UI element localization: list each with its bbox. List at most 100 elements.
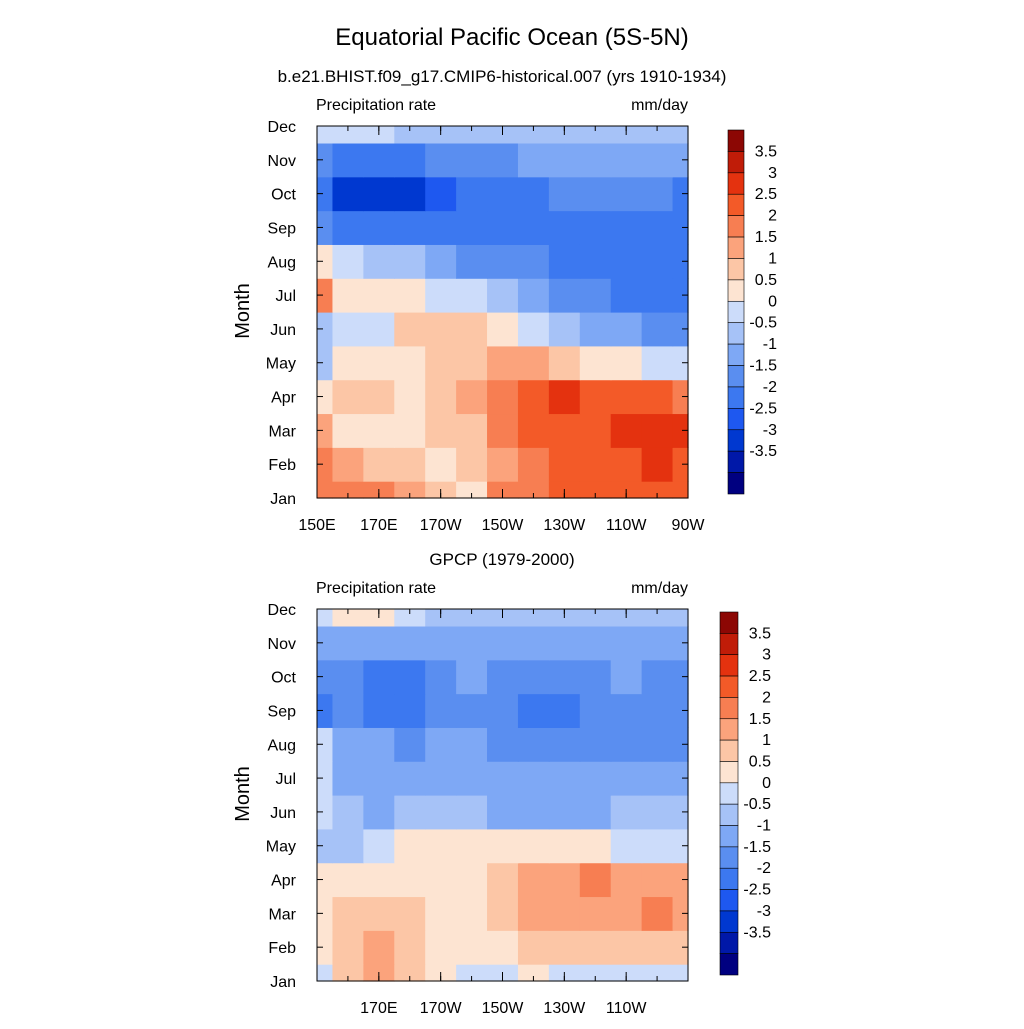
heatmap-cell	[363, 312, 395, 347]
heatmap-cell	[579, 896, 612, 931]
colorbar-label: -3	[763, 422, 777, 439]
heatmap-cell	[548, 930, 581, 965]
heatmap-cell	[517, 609, 550, 627]
heatmap-cell	[456, 126, 488, 144]
heatmap-cell	[517, 761, 550, 796]
heatmap-cell	[641, 930, 674, 965]
heatmap-cell	[456, 761, 488, 796]
colorbar-box	[727, 172, 745, 195]
heatmap-cell	[610, 413, 643, 448]
colorbar-box	[727, 450, 745, 473]
heatmap-cell	[394, 693, 426, 728]
heatmap-cell	[456, 727, 488, 762]
colorbar-box	[719, 633, 739, 656]
heatmap-cell	[394, 379, 426, 415]
colorbar-label: -3.5	[743, 924, 771, 941]
heatmap-cell	[363, 828, 395, 864]
colorbar-label: -3.5	[749, 443, 777, 460]
heatmap-cell	[579, 413, 612, 448]
heatmap-cell	[332, 609, 364, 627]
y-tick-label: Aug	[268, 737, 296, 754]
heatmap-cell	[394, 481, 426, 499]
colorbar-box	[727, 151, 745, 174]
figure-title: Equatorial Pacific Ocean (5S-5N)	[335, 24, 688, 51]
heatmap-cell	[317, 210, 334, 245]
heatmap-cell	[517, 828, 550, 864]
y-tick-label: Nov	[268, 153, 296, 170]
heatmap-cell	[317, 379, 334, 415]
panel-model-y-axis-label: Month	[232, 283, 254, 339]
panel-observed: GPCP (1979-2000) Precipitation rate mm/d…	[232, 550, 771, 1017]
heatmap-cell	[672, 481, 689, 499]
heatmap-cell	[456, 481, 488, 499]
heatmap-cell	[425, 727, 457, 762]
heatmap-cell	[610, 727, 643, 762]
heatmap-cell	[610, 176, 643, 212]
heatmap-cell	[517, 964, 550, 982]
heatmap-cell	[672, 244, 689, 279]
heatmap-cell	[672, 862, 689, 898]
colorbar-label: -1.5	[743, 839, 771, 856]
heatmap-cell	[610, 345, 643, 381]
heatmap-cell	[487, 761, 519, 796]
heatmap-cell	[641, 828, 674, 864]
y-tick-label: Jul	[276, 288, 296, 305]
y-tick-label: Dec	[268, 602, 296, 619]
heatmap-cell	[610, 795, 643, 830]
heatmap-cell	[487, 345, 519, 381]
colorbar-box	[727, 129, 745, 152]
heatmap-cell	[394, 345, 426, 381]
heatmap-cell	[548, 795, 581, 830]
heatmap-cell	[394, 659, 426, 695]
heatmap-cell	[579, 345, 612, 381]
heatmap-cell	[517, 244, 550, 279]
heatmap-cell	[456, 312, 488, 347]
heatmap-cell	[332, 312, 364, 347]
heatmap-cell	[672, 126, 689, 144]
heatmap-cell	[332, 379, 364, 415]
colorbar-box	[727, 215, 745, 238]
heatmap-cell	[610, 761, 643, 796]
heatmap-cell	[394, 210, 426, 245]
heatmap-cell	[425, 896, 457, 931]
heatmap-cell	[363, 379, 395, 415]
heatmap-cell	[394, 176, 426, 212]
panel-observed-units-label: mm/day	[631, 580, 688, 597]
heatmap-cell	[517, 795, 550, 830]
heatmap-cell	[332, 142, 364, 178]
heatmap-cell	[610, 930, 643, 965]
heatmap-cell	[425, 244, 457, 279]
heatmap-cell	[672, 930, 689, 965]
colorbar-label: 3	[768, 165, 777, 182]
heatmap-cell	[456, 896, 488, 931]
heatmap-cell	[425, 278, 457, 313]
y-tick-label: Sep	[268, 220, 297, 237]
heatmap-cell	[425, 625, 457, 661]
heatmap-cell	[332, 413, 364, 448]
heatmap-cell	[317, 312, 334, 347]
heatmap-cell	[456, 142, 488, 178]
colorbar-label: 2	[762, 689, 771, 706]
colorbar-label: -1	[757, 818, 771, 835]
heatmap-cell	[317, 244, 334, 279]
heatmap-cell	[517, 176, 550, 212]
heatmap-cell	[332, 481, 364, 499]
colorbar-box	[719, 761, 739, 784]
heatmap-cell	[517, 379, 550, 415]
heatmap-cell	[641, 795, 674, 830]
heatmap-cell	[332, 964, 364, 982]
heatmap-cell	[517, 693, 550, 728]
y-tick-label: Jun	[270, 805, 296, 822]
panel-model-ticks: Jan Feb Mar Apr May Jun Jul Aug Sep Oct Nov Dec 150E…	[266, 119, 706, 534]
heatmap-cell	[672, 964, 689, 982]
heatmap-cell	[641, 625, 674, 661]
heatmap-cell	[548, 312, 581, 347]
heatmap-cell	[363, 176, 395, 212]
colorbar-label: -2.5	[743, 882, 771, 899]
x-tick-label: 110W	[606, 1000, 648, 1017]
heatmap-cell	[548, 727, 581, 762]
heatmap-cell	[579, 244, 612, 279]
heatmap-cell	[517, 210, 550, 245]
heatmap-cell	[332, 176, 364, 212]
heatmap-cell	[332, 693, 364, 728]
